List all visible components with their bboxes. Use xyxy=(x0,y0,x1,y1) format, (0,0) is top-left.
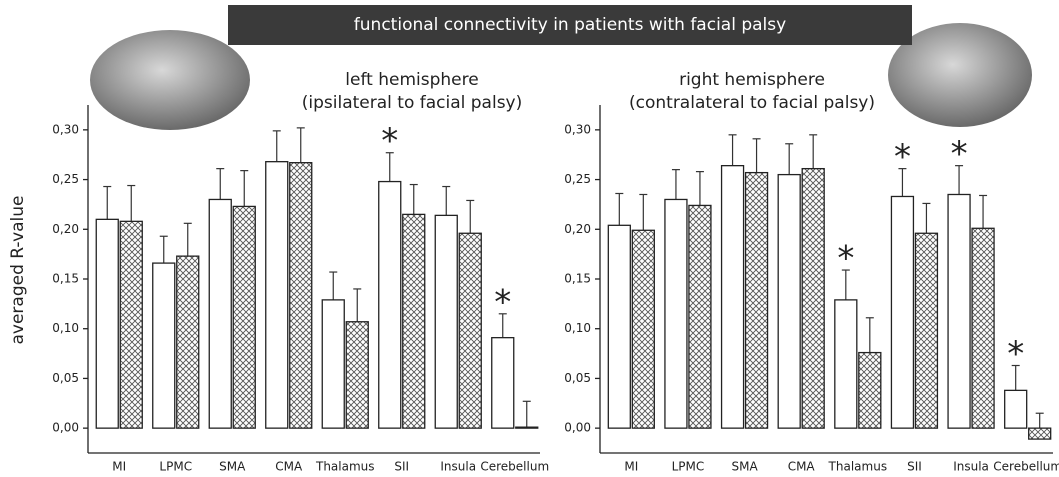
bar xyxy=(177,256,199,428)
y-tick-label: 0,10 xyxy=(52,321,79,335)
bar xyxy=(459,233,481,428)
significance-mark: * xyxy=(381,121,398,161)
x-tick-label: CMA xyxy=(275,460,303,474)
x-tick-label: Cerebellum xyxy=(993,460,1059,474)
y-tick-label: 0,05 xyxy=(52,371,79,385)
y-axis-label: averaged R-value xyxy=(8,195,28,344)
y-tick-label: 0,05 xyxy=(564,371,591,385)
significance-mark: * xyxy=(894,137,911,177)
y-tick-label: 0,00 xyxy=(52,421,79,435)
bar xyxy=(96,219,118,428)
bar xyxy=(632,230,654,428)
y-tick-label: 0,25 xyxy=(564,172,591,186)
x-tick-label: Thalamus xyxy=(315,460,375,474)
y-tick-label: 0,20 xyxy=(52,222,79,236)
x-tick-label: SMA xyxy=(731,460,758,474)
significance-mark: * xyxy=(494,282,511,322)
bar xyxy=(778,175,800,429)
bar xyxy=(746,173,768,429)
bar xyxy=(835,300,857,428)
x-tick-label: CMA xyxy=(788,460,816,474)
bar xyxy=(322,300,344,428)
x-tick-label: Insula xyxy=(440,460,476,474)
y-tick-label: 0,25 xyxy=(52,172,79,186)
bar xyxy=(435,215,457,428)
y-tick-label: 0,15 xyxy=(52,272,79,286)
bar xyxy=(948,194,970,428)
x-tick-label: SMA xyxy=(219,460,246,474)
bar xyxy=(859,353,881,429)
bar xyxy=(120,221,142,428)
y-tick-label: 0,15 xyxy=(564,272,591,286)
bar xyxy=(915,233,937,428)
bar xyxy=(492,338,514,428)
x-tick-label: SII xyxy=(394,460,409,474)
x-tick-label: Cerebellum xyxy=(480,460,549,474)
bar xyxy=(153,263,175,428)
bar xyxy=(1005,390,1027,428)
brain-image xyxy=(90,30,250,130)
bar xyxy=(608,225,630,428)
chart-subtitle: (contralateral to facial palsy) xyxy=(629,93,875,113)
bar xyxy=(233,206,255,428)
y-tick-label: 0,30 xyxy=(564,122,591,136)
bar xyxy=(516,427,538,428)
y-tick-label: 0,10 xyxy=(564,321,591,335)
x-tick-label: MI xyxy=(624,460,638,474)
significance-mark: * xyxy=(1007,334,1024,374)
x-tick-label: SII xyxy=(907,460,922,474)
bar xyxy=(891,196,913,428)
banner-title: functional connectivity in patients with… xyxy=(354,15,786,35)
bar xyxy=(379,182,401,429)
significance-mark: * xyxy=(951,134,968,174)
bar xyxy=(266,162,288,428)
bar xyxy=(665,199,687,428)
bar xyxy=(403,214,425,428)
x-tick-label: MI xyxy=(112,460,126,474)
bar xyxy=(722,166,744,428)
x-tick-label: Thalamus xyxy=(828,460,888,474)
y-tick-label: 0,20 xyxy=(564,222,591,236)
x-tick-label: LPMC xyxy=(672,460,705,474)
bar xyxy=(972,228,994,428)
chart-subtitle: (ipsilateral to facial palsy) xyxy=(302,93,523,113)
y-tick-label: 0,00 xyxy=(564,421,591,435)
y-tick-label: 0,30 xyxy=(52,122,79,136)
bar xyxy=(209,199,231,428)
bar xyxy=(290,163,312,428)
bar xyxy=(689,205,711,428)
bar xyxy=(346,322,368,428)
chart-title: left hemisphere xyxy=(345,70,478,90)
chart: functional connectivity in patients with… xyxy=(0,0,1059,477)
significance-mark: * xyxy=(837,239,854,279)
chart-title: right hemisphere xyxy=(679,70,825,90)
x-tick-label: LPMC xyxy=(159,460,192,474)
x-tick-label: Insula xyxy=(953,460,989,474)
bar xyxy=(802,169,824,429)
bar xyxy=(1029,428,1051,439)
